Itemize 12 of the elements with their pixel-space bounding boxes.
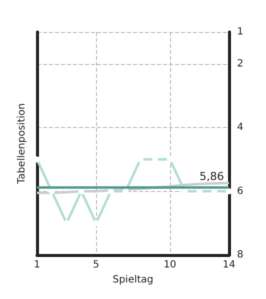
y-tick-label: 1 bbox=[237, 26, 244, 38]
y-tick-label: 8 bbox=[237, 250, 244, 260]
x-tick-label: 5 bbox=[92, 260, 100, 270]
y-tick-label: 4 bbox=[237, 122, 244, 134]
y-axis-title: Tabellenposition bbox=[16, 103, 28, 185]
x-tick-label: 1 bbox=[34, 260, 40, 270]
y-tick-label: 2 bbox=[237, 58, 244, 70]
x-tick-label: 10 bbox=[164, 260, 176, 270]
x-tick-label: 14 bbox=[222, 260, 236, 270]
y-tick-label: 6 bbox=[237, 186, 244, 197]
ref-line-label: 5,86 bbox=[200, 170, 224, 183]
x-axis-title: Spieltag bbox=[112, 274, 154, 286]
